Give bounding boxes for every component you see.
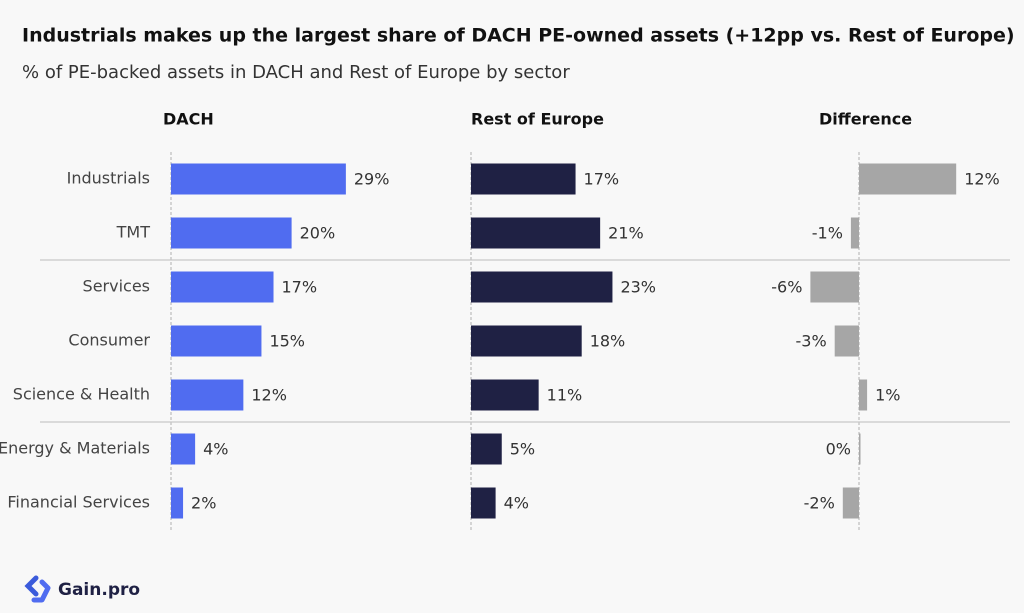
logo-text: Gain.pro [58,580,140,600]
value-label: 4% [203,440,228,459]
value-label: 12% [251,386,287,405]
value-label: -6% [771,278,802,297]
value-label: 1% [875,386,900,405]
bar [171,163,346,195]
category-label: Industrials [67,169,150,188]
bar [859,379,868,411]
value-label: 17% [282,278,318,297]
bar [171,217,292,249]
chart-subtitle: % of PE-backed assets in DACH and Rest o… [22,62,570,83]
category-label: Science & Health [13,385,150,404]
bar [471,271,613,303]
value-label: 11% [547,386,583,405]
value-label: -1% [812,224,843,243]
value-label: 18% [590,332,626,351]
bar [171,379,244,411]
bar [850,217,859,249]
value-label: 20% [300,224,336,243]
value-label: 21% [608,224,644,243]
category-label: Financial Services [7,493,150,512]
category-label: Consumer [68,331,150,350]
value-label: 5% [510,440,535,459]
bar [471,379,539,411]
bar [171,433,196,465]
bar [471,325,582,357]
logo: Gain.pro [24,575,140,603]
bar [471,433,502,465]
value-label: 23% [620,278,656,297]
logo-icon [24,575,39,597]
bar [471,163,576,195]
panel-header: Difference [819,110,912,129]
bar [859,433,861,465]
value-label: 17% [584,170,620,189]
category-label: TMT [116,223,151,242]
category-label: Energy & Materials [0,439,150,458]
bar [859,163,957,195]
value-label: -3% [796,332,827,351]
bar [171,487,184,519]
value-label: -2% [804,494,835,513]
value-label: 0% [826,440,851,459]
bar [471,487,496,519]
value-label: 29% [354,170,390,189]
chart-title: Industrials makes up the largest share o… [22,25,1015,47]
panel-header: Rest of Europe [471,110,604,129]
logo-icon [31,579,51,603]
bar [842,487,859,519]
value-label: 12% [964,170,1000,189]
bar [834,325,859,357]
value-label: 2% [191,494,216,513]
value-label: 15% [269,332,305,351]
value-label: 4% [504,494,529,513]
bar [471,217,601,249]
bar [171,325,262,357]
category-label: Services [83,277,150,296]
panel-header: DACH [163,110,214,129]
bar [810,271,859,303]
bar [171,271,274,303]
